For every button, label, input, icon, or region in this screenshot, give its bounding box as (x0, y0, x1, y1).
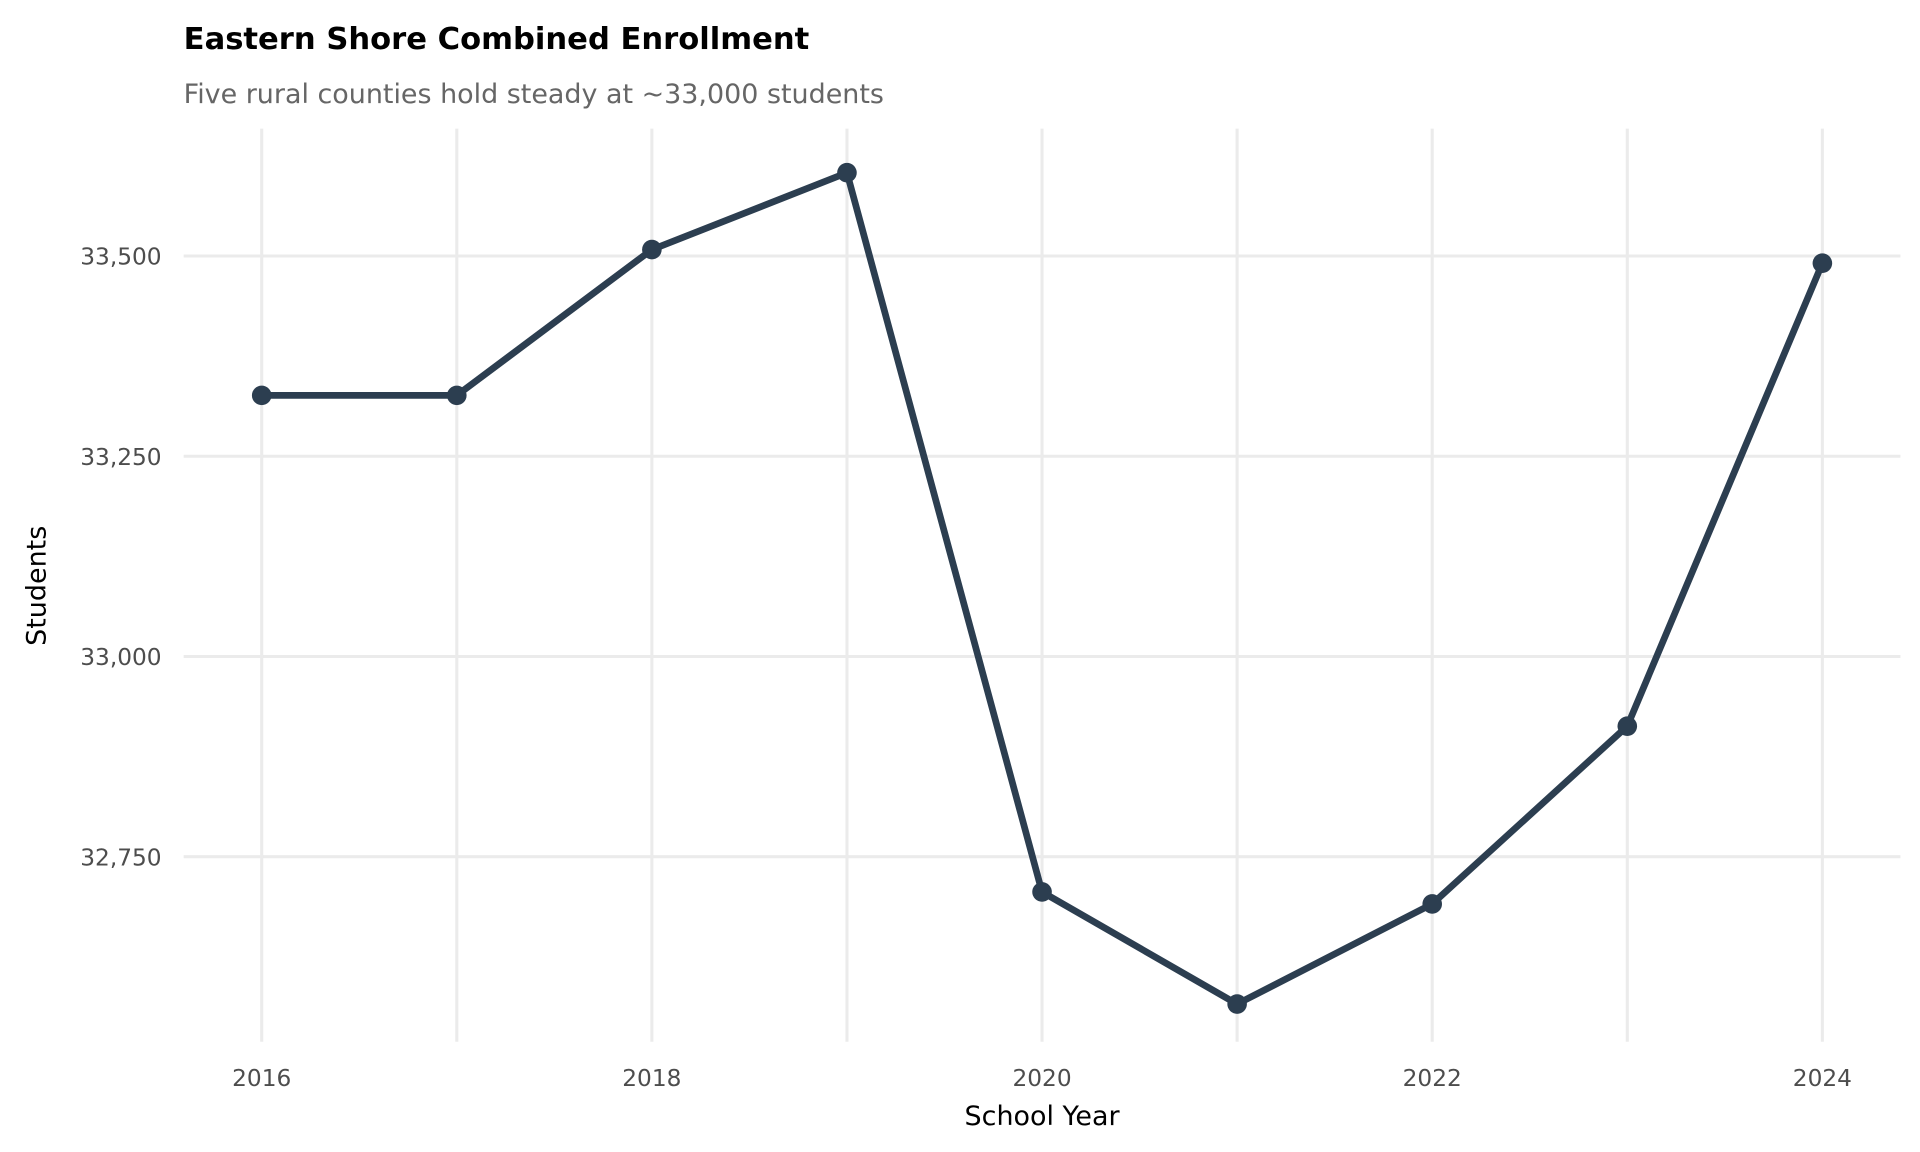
x-tick-label: 2016 (232, 1065, 291, 1092)
y-axis-label: Students (21, 526, 52, 646)
data-point (1422, 894, 1443, 914)
data-point (642, 239, 662, 260)
x-tick-label: 2022 (1403, 1065, 1462, 1092)
grid (183, 128, 1901, 1042)
y-tick-label: 32,750 (80, 844, 161, 871)
x-tick-label: 2018 (622, 1065, 681, 1092)
chart-subtitle: Five rural counties hold steady at ~33,0… (184, 79, 884, 110)
y-tick-label: 33,250 (80, 444, 161, 471)
data-point (1032, 882, 1052, 902)
y-tick-label: 33,500 (80, 244, 161, 271)
data-point (1227, 994, 1247, 1014)
data-point (251, 385, 272, 406)
x-tick-label: 2020 (1012, 1065, 1071, 1092)
x-axis-label: School Year (965, 1101, 1121, 1132)
y-tick-label: 33,000 (80, 644, 161, 671)
ticks: 32,750 33,000 33,250 33,500 2016 2018 2020 2022… (80, 244, 1852, 1092)
chart-title: Eastern Shore Combined Enrollment (184, 22, 810, 57)
x-tick-label: 2024 (1793, 1065, 1852, 1092)
series (251, 162, 1833, 1014)
data-point (1812, 253, 1833, 274)
data-point (1617, 716, 1638, 736)
data-point (446, 385, 467, 406)
data-point (837, 162, 857, 183)
